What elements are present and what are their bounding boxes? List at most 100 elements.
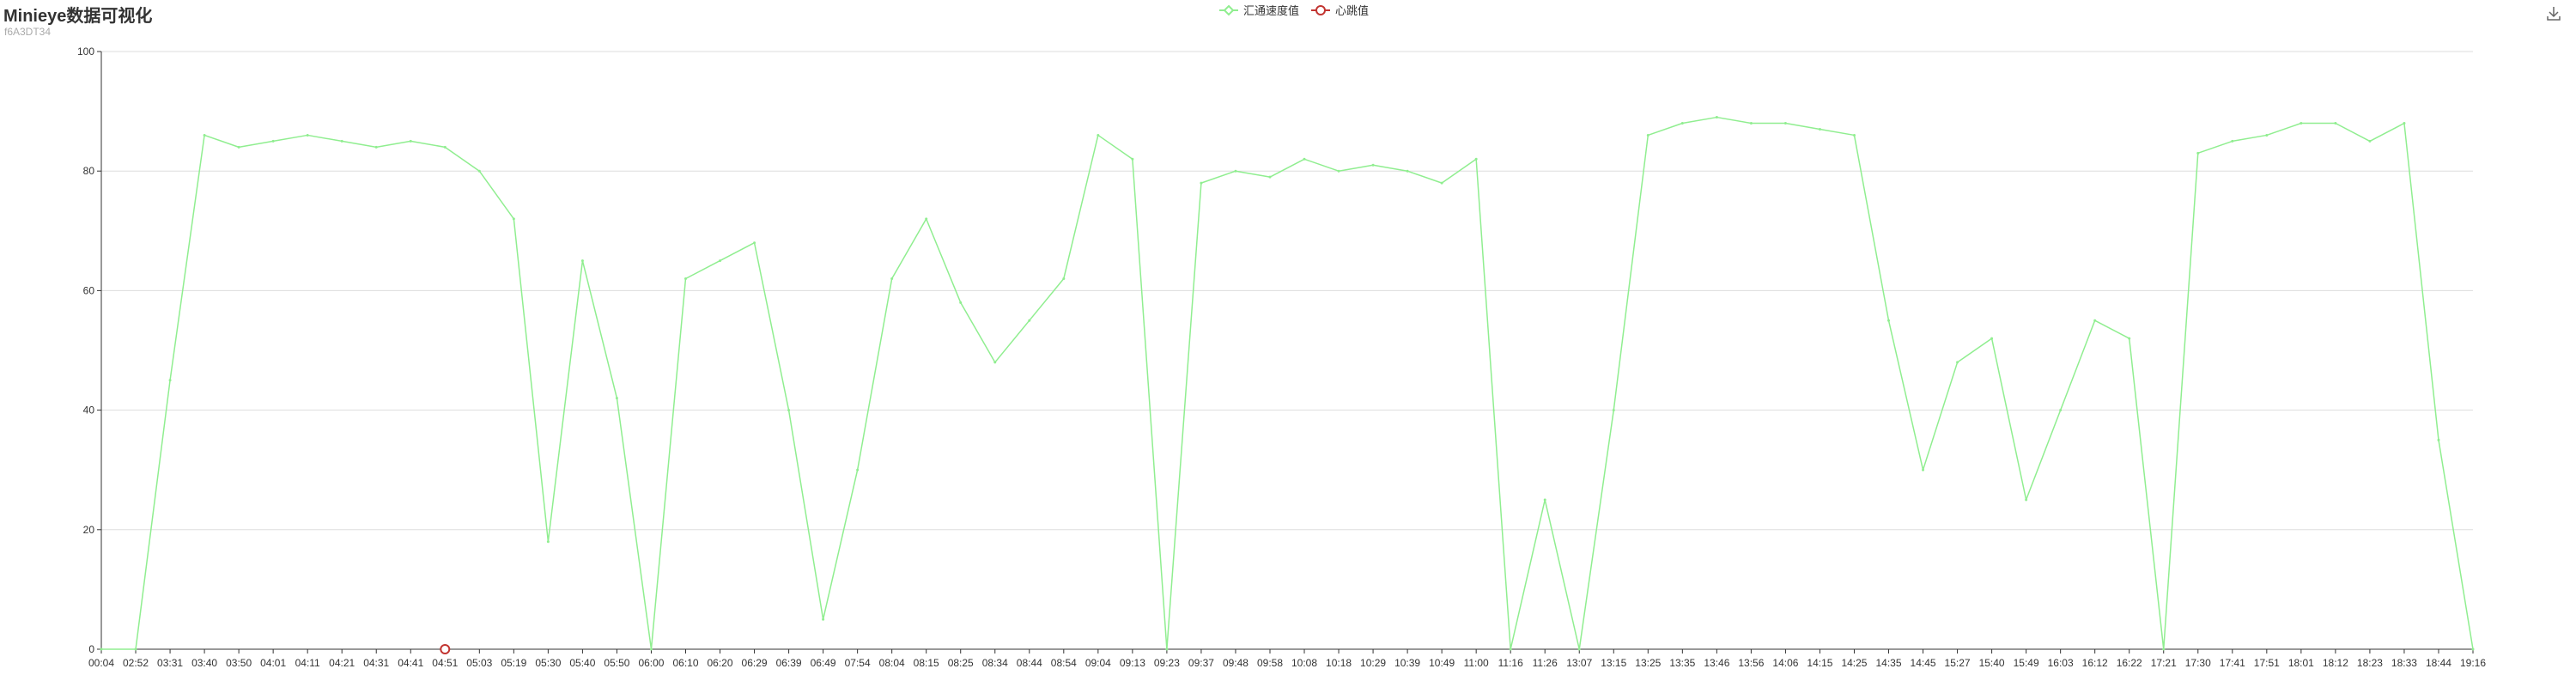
x-tick-label: 03:50 — [226, 657, 252, 669]
x-tick-label: 13:15 — [1601, 657, 1626, 669]
speed-point — [1612, 409, 1615, 412]
chart-subtitle: f6A3DT34 — [4, 26, 52, 38]
x-tick-label: 11:16 — [1498, 657, 1523, 669]
x-tick-label: 06:00 — [638, 657, 664, 669]
speed-point — [822, 617, 825, 621]
y-tick-label: 20 — [83, 524, 95, 536]
x-tick-label: 05:30 — [535, 657, 561, 669]
legend-item-heartbeat[interactable]: 心跳值 — [1311, 2, 1369, 18]
x-tick-label: 15:27 — [1945, 657, 1971, 669]
speed-point — [1268, 175, 1272, 179]
speed-point — [2437, 438, 2440, 441]
download-button[interactable] — [2545, 5, 2562, 27]
x-tick-label: 17:51 — [2254, 657, 2280, 669]
speed-point — [168, 379, 172, 382]
speed-point — [1543, 498, 1546, 502]
x-tick-label: 04:11 — [295, 657, 320, 669]
x-tick-label: 08:44 — [1017, 657, 1042, 669]
x-tick-label: 17:41 — [2220, 657, 2245, 669]
speed-point — [993, 361, 997, 364]
x-tick-label: 06:10 — [672, 657, 698, 669]
speed-point — [340, 139, 343, 143]
x-tick-label: 05:50 — [604, 657, 629, 669]
x-tick-label: 18:44 — [2426, 657, 2451, 669]
x-tick-label: 10:08 — [1291, 657, 1317, 669]
speed-point — [925, 217, 928, 221]
x-tick-label: 06:49 — [811, 657, 836, 669]
speed-point — [374, 145, 378, 149]
speed-point — [443, 145, 447, 149]
speed-point — [1749, 122, 1753, 125]
y-tick-label: 100 — [77, 46, 94, 58]
speed-point — [2471, 647, 2475, 651]
speed-point — [1234, 169, 1237, 173]
x-tick-label: 08:15 — [914, 657, 939, 669]
speed-point — [787, 409, 791, 412]
speed-point — [1818, 127, 1821, 131]
legend-label-heartbeat: 心跳值 — [1335, 4, 1370, 17]
x-tick-label: 06:20 — [708, 657, 733, 669]
speed-point — [100, 647, 103, 651]
speed-point — [134, 647, 137, 651]
x-tick-label: 14:06 — [1772, 657, 1798, 669]
x-tick-label: 14:45 — [1911, 657, 1936, 669]
speed-point — [1990, 337, 1994, 340]
speed-point — [2231, 139, 2234, 143]
speed-point — [271, 139, 275, 143]
speed-point — [649, 647, 653, 651]
x-tick-label: 04:31 — [363, 657, 389, 669]
x-tick-label: 07:54 — [845, 657, 871, 669]
speed-point — [959, 301, 963, 304]
x-tick-label: 13:25 — [1635, 657, 1661, 669]
speed-point — [1783, 122, 1787, 125]
x-tick-label: 10:18 — [1326, 657, 1352, 669]
circle-icon — [1311, 4, 1331, 15]
speed-point — [1922, 468, 1925, 471]
speed-point — [1956, 361, 1959, 364]
speed-point — [1200, 181, 1203, 185]
speed-point — [1131, 157, 1134, 161]
y-axis: 0 20 40 60 80 100 — [77, 46, 102, 655]
x-tick-label: 09:58 — [1257, 657, 1283, 669]
speed-point — [1646, 133, 1649, 137]
x-tick-label: 15:49 — [2014, 657, 2039, 669]
speed-point — [1303, 157, 1306, 161]
legend-item-speed[interactable]: 汇通速度值 — [1219, 2, 1299, 18]
speed-point — [2334, 122, 2337, 125]
x-tick-label: 04:41 — [398, 657, 423, 669]
x-tick-label: 13:46 — [1704, 657, 1729, 669]
y-tick-label: 40 — [83, 404, 95, 416]
speed-point — [753, 241, 756, 245]
x-tick-label: 08:54 — [1051, 657, 1077, 669]
speed-point — [1474, 157, 1478, 161]
x-tick-label: 11:00 — [1464, 657, 1489, 669]
x-tick-label: 13:07 — [1566, 657, 1592, 669]
speed-point — [512, 217, 515, 221]
series-speed — [100, 116, 2475, 651]
speed-point — [2368, 139, 2372, 143]
x-tick-label: 18:12 — [2323, 657, 2348, 669]
x-tick-label: 08:04 — [879, 657, 905, 669]
chart-title: Minieye数据可视化 — [3, 7, 153, 26]
x-tick-label: 17:21 — [2151, 657, 2177, 669]
speed-point — [1887, 319, 1891, 322]
x-tick-label: 14:25 — [1841, 657, 1867, 669]
speed-point — [1337, 169, 1340, 173]
x-tick-label: 03:40 — [191, 657, 217, 669]
x-tick-label: 08:25 — [948, 657, 974, 669]
speed-point — [615, 397, 618, 400]
speed-point — [477, 169, 481, 173]
speed-point — [1165, 647, 1169, 651]
x-tick-label: 18:23 — [2357, 657, 2383, 669]
x-tick-label: 10:29 — [1360, 657, 1386, 669]
speed-series-line — [101, 116, 2474, 650]
x-tick-label: 04:51 — [432, 657, 458, 669]
x-tick-label: 03:31 — [157, 657, 183, 669]
speed-point — [306, 133, 309, 137]
x-tick-label: 14:35 — [1875, 657, 1901, 669]
x-tick-label: 15:40 — [1979, 657, 2005, 669]
speed-point — [2300, 122, 2303, 125]
speed-point — [890, 277, 894, 280]
speed-point — [237, 145, 240, 149]
speed-point — [2196, 151, 2200, 155]
